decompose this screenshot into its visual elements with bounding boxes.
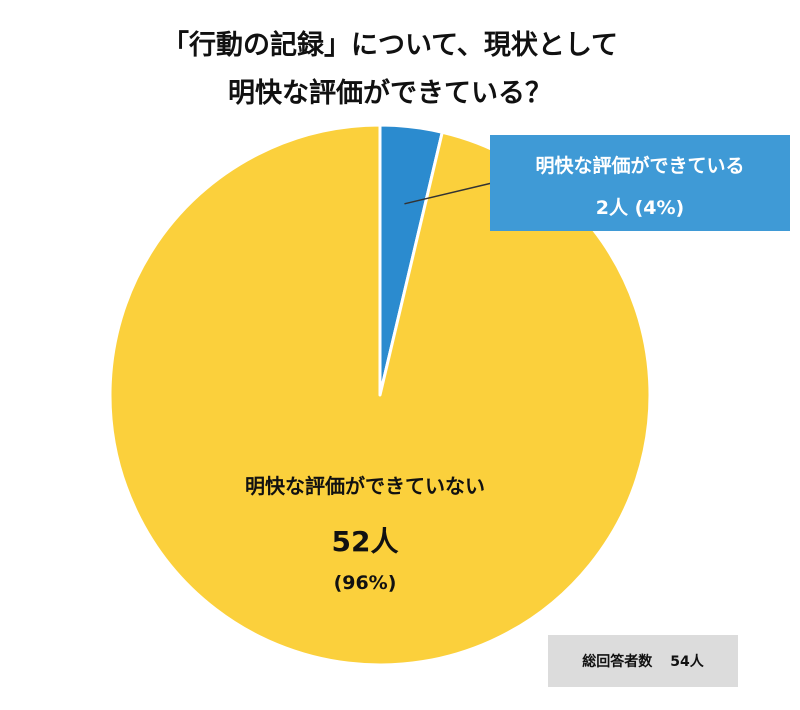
total-respondents-value: 54人 (670, 654, 704, 670)
callout-box-evaluated: 明快な評価ができている 2人 (4%) (490, 135, 790, 231)
callout-value: 2人 (4%) (490, 193, 790, 220)
total-respondents-box: 総回答者数 54人 (548, 635, 738, 687)
chart-title-line-1: 「行動の記録」について、現状として (161, 30, 619, 61)
callout-count: 2人 (595, 197, 628, 219)
slice-percent-not-evaluated: (96%) (333, 572, 397, 594)
chart-title: 「行動の記録」について、現状として 明快な評価ができている？ (0, 22, 780, 118)
slice-label-not-evaluated: 明快な評価ができていない (245, 474, 485, 498)
callout-leader-line (404, 182, 493, 205)
pie-slice-not-evaluated (108, 123, 652, 667)
callout-label: 明快な評価ができている (535, 155, 745, 177)
slice-count-not-evaluated: 52人 (331, 525, 399, 558)
callout-percent: (4%) (634, 197, 685, 219)
total-respondents-label: 総回答者数 (582, 654, 653, 670)
chart-title-line-2: 明快な評価ができている？ (228, 78, 552, 109)
